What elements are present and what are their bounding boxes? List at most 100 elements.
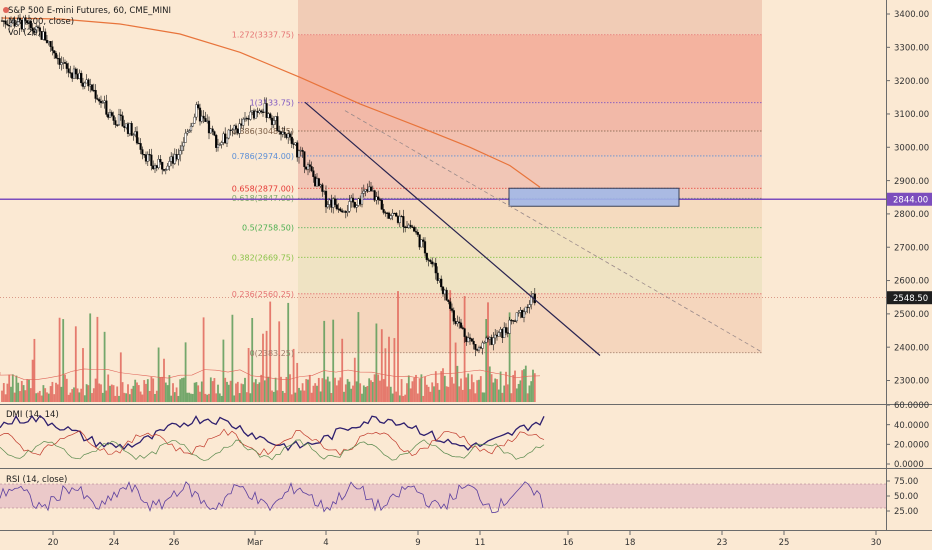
volume-bar <box>433 386 435 402</box>
volume-bar <box>285 376 288 402</box>
price-tick-label: 3000.00 <box>894 143 929 153</box>
candle-body <box>276 116 279 131</box>
candle-body <box>193 116 196 124</box>
volume-bar <box>287 302 290 402</box>
volume-bar <box>202 317 205 402</box>
candle-body <box>56 57 59 60</box>
candle-body <box>279 131 283 135</box>
volume-bar <box>168 375 171 402</box>
dmi-pane[interactable]: DMI (14, 14) <box>0 410 545 461</box>
trendlines[interactable] <box>304 101 763 356</box>
volume-bar <box>402 395 405 402</box>
fib-zone <box>298 0 762 35</box>
candle-body <box>360 193 364 205</box>
candle-body <box>153 165 157 170</box>
volume-bar <box>242 384 245 402</box>
candle-body <box>371 190 374 192</box>
volume-bar <box>238 393 241 402</box>
candle-body <box>461 327 464 329</box>
candle-body <box>125 123 128 128</box>
candle-body <box>272 120 275 125</box>
candle-body <box>512 320 515 322</box>
volume-bar <box>146 379 149 402</box>
volume-bar <box>317 377 320 402</box>
volume-bar <box>515 388 518 402</box>
candle-body <box>456 321 459 324</box>
candle-body <box>74 68 77 75</box>
candle-body <box>476 349 479 351</box>
volume-bar <box>325 379 327 402</box>
candle-body <box>29 20 32 28</box>
candle-body <box>234 125 238 130</box>
volume-bar <box>94 378 97 402</box>
ma-line <box>1 17 541 188</box>
candle-body <box>58 58 61 65</box>
candle-body <box>357 198 360 206</box>
volume-bar <box>391 393 394 402</box>
hline-price-tag <box>887 192 932 206</box>
candle-body <box>290 136 293 144</box>
candle-body <box>459 322 463 328</box>
volume-bar <box>463 296 466 402</box>
candle-body <box>54 52 58 59</box>
volume-bar <box>467 373 470 402</box>
chart-header: S&P 500 E-mini Futures, 60, CME_MINI MA … <box>3 6 171 38</box>
candle-body <box>391 212 394 216</box>
candle-body <box>413 227 416 232</box>
horizontal-line[interactable] <box>0 198 886 299</box>
candle-body <box>269 113 272 119</box>
volume-bar <box>47 393 50 402</box>
candle-body <box>188 130 191 133</box>
resistance-box[interactable] <box>508 187 680 207</box>
candle-body <box>200 115 203 122</box>
candle-body <box>468 337 472 339</box>
volume-bar <box>299 390 302 402</box>
volume-bar <box>451 377 453 402</box>
candle-body <box>474 344 477 350</box>
candle-body <box>485 337 488 343</box>
rsi-pane[interactable]: RSI (14, close) <box>0 475 886 514</box>
volume-bar <box>438 389 441 402</box>
time-axis[interactable]: 20 24 26 Mar 4 9 11 16 18 23 25 30 <box>48 531 882 548</box>
volume-bar <box>505 371 507 402</box>
volume-bar <box>91 393 93 402</box>
candle-body <box>96 98 99 100</box>
volume-bar <box>141 394 144 402</box>
candle-body <box>422 239 425 242</box>
volume-bar <box>42 385 45 402</box>
candle-body <box>378 199 382 201</box>
volume-bar <box>458 386 461 402</box>
volume-bar <box>472 382 475 402</box>
price-tick-label: 3300.00 <box>894 44 929 54</box>
volume-bar <box>319 391 322 402</box>
volume-bar <box>121 382 124 402</box>
rsi-axis: 75.00 50.00 25.00 <box>886 477 918 517</box>
candle-body <box>337 208 340 210</box>
candle-body <box>315 178 319 187</box>
volume-bar <box>350 388 353 402</box>
candle-body <box>303 151 306 168</box>
volume-bar <box>456 365 459 402</box>
candle-body <box>420 239 423 248</box>
candle-body <box>231 129 234 131</box>
volume-bar <box>125 393 128 402</box>
candle-body <box>89 84 92 87</box>
di-minus-line <box>0 428 545 457</box>
price-axis[interactable]: 3400.00 3300.00 3200.00 3100.00 3000.00 2900.… <box>886 10 932 387</box>
candle-body <box>99 100 103 104</box>
candle-body <box>411 226 414 228</box>
volume-bar <box>305 379 308 402</box>
volume-bar <box>24 390 27 402</box>
candle-body <box>335 204 338 209</box>
candle-body <box>240 123 243 126</box>
candle-body <box>137 142 140 145</box>
volume-bar <box>452 383 455 402</box>
candle-body <box>312 170 315 177</box>
candle-body <box>103 100 106 103</box>
candle-body <box>359 198 362 205</box>
volume-bar <box>256 384 259 402</box>
candle-body <box>416 231 419 235</box>
candle-body <box>216 144 220 148</box>
rsi-tick-label: 25.00 <box>894 507 918 517</box>
